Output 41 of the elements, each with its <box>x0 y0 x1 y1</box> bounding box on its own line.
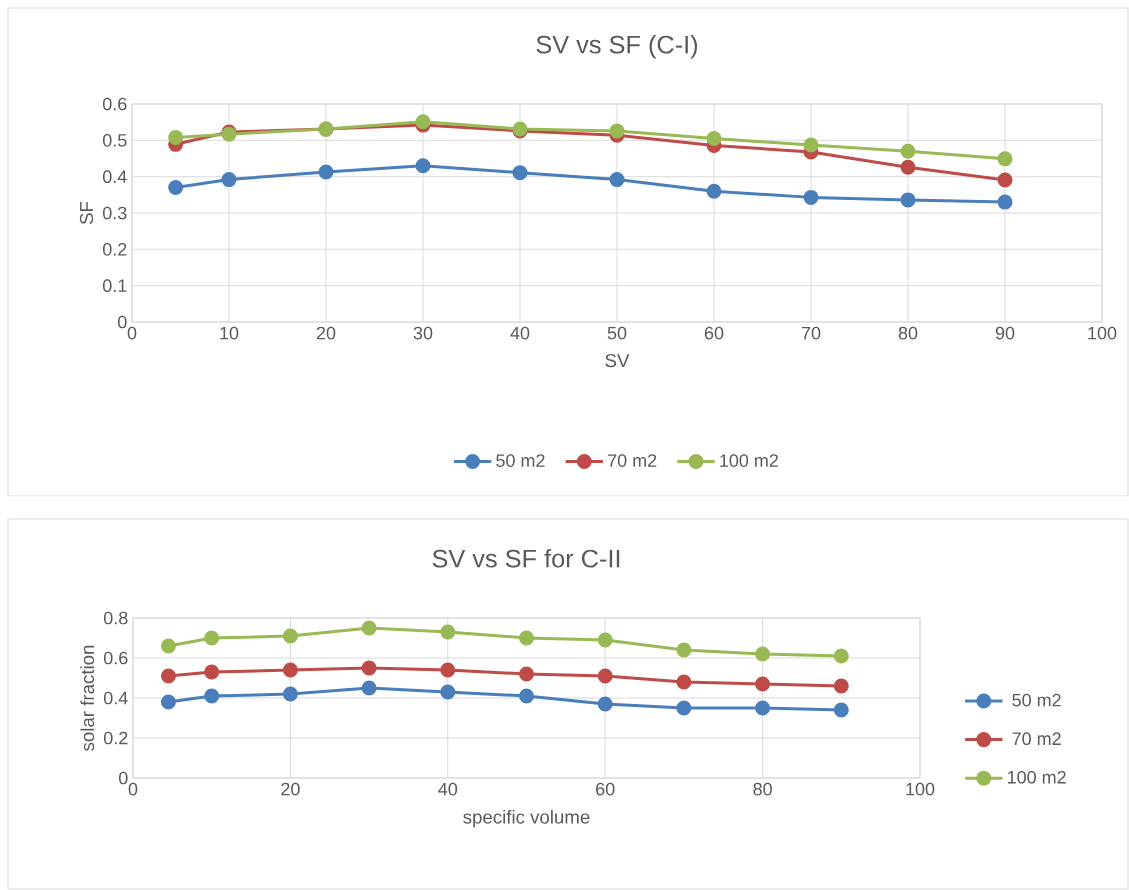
x-tick-label: 30 <box>413 326 433 340</box>
x-tick-label: 90 <box>995 326 1015 340</box>
legend-label: 100 m2 <box>1008 770 1066 784</box>
y-tick-label: 0.6 <box>103 651 128 665</box>
legend-label: 70 m2 <box>1012 732 1061 746</box>
legend-label: 50 m2 <box>1012 693 1061 707</box>
y-axis-title: SF <box>79 201 94 225</box>
x-tick-label: 0 <box>128 782 138 796</box>
y-tick-label: 0.8 <box>103 611 128 625</box>
y-axis-title: solar fraction <box>80 645 95 751</box>
y-tick-label: 0 <box>117 315 127 329</box>
x-tick-label: 60 <box>596 782 615 796</box>
y-tick-label: 0.4 <box>102 170 127 184</box>
x-tick-label: 60 <box>704 326 724 340</box>
y-tick-label: 0.3 <box>102 206 127 220</box>
y-tick-label: 0.2 <box>102 242 127 256</box>
legend-label: 50 m2 <box>496 454 545 467</box>
x-tick-label: 40 <box>438 782 458 796</box>
legend-label: 70 m2 <box>608 454 657 467</box>
x-tick-label: 100 <box>906 782 935 796</box>
x-tick-label: 80 <box>753 782 772 796</box>
chart-title: SV vs SF for C-II <box>432 549 620 568</box>
chart-title: SV vs SF (C-I) <box>536 34 698 59</box>
y-tick-label: 0.4 <box>103 691 128 705</box>
y-tick-label: 0.1 <box>102 279 127 293</box>
x-tick-label: 100 <box>1088 326 1117 340</box>
x-tick-label: 20 <box>281 782 300 796</box>
x-tick-label: 80 <box>898 326 918 340</box>
y-tick-label: 0.2 <box>103 731 128 745</box>
x-axis-title: specific volume <box>463 809 590 828</box>
y-tick-label: 0.6 <box>102 97 127 111</box>
legend-label: 100 m2 <box>720 454 778 467</box>
x-tick-label: 10 <box>220 326 239 340</box>
x-axis-title: SV <box>605 353 630 368</box>
x-tick-label: 70 <box>801 326 821 340</box>
x-tick-label: 40 <box>510 326 530 340</box>
y-tick-label: 0.5 <box>102 133 127 147</box>
x-tick-label: 50 <box>607 326 627 340</box>
x-tick-label: 20 <box>316 326 336 340</box>
y-tick-label: 0 <box>118 771 128 785</box>
x-tick-label: 0 <box>127 326 137 340</box>
